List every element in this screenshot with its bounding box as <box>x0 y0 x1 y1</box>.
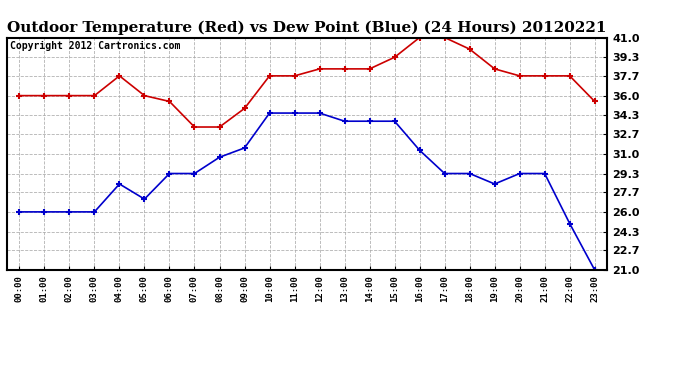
Title: Outdoor Temperature (Red) vs Dew Point (Blue) (24 Hours) 20120221: Outdoor Temperature (Red) vs Dew Point (… <box>8 21 607 35</box>
Text: Copyright 2012 Cartronics.com: Copyright 2012 Cartronics.com <box>10 41 180 51</box>
